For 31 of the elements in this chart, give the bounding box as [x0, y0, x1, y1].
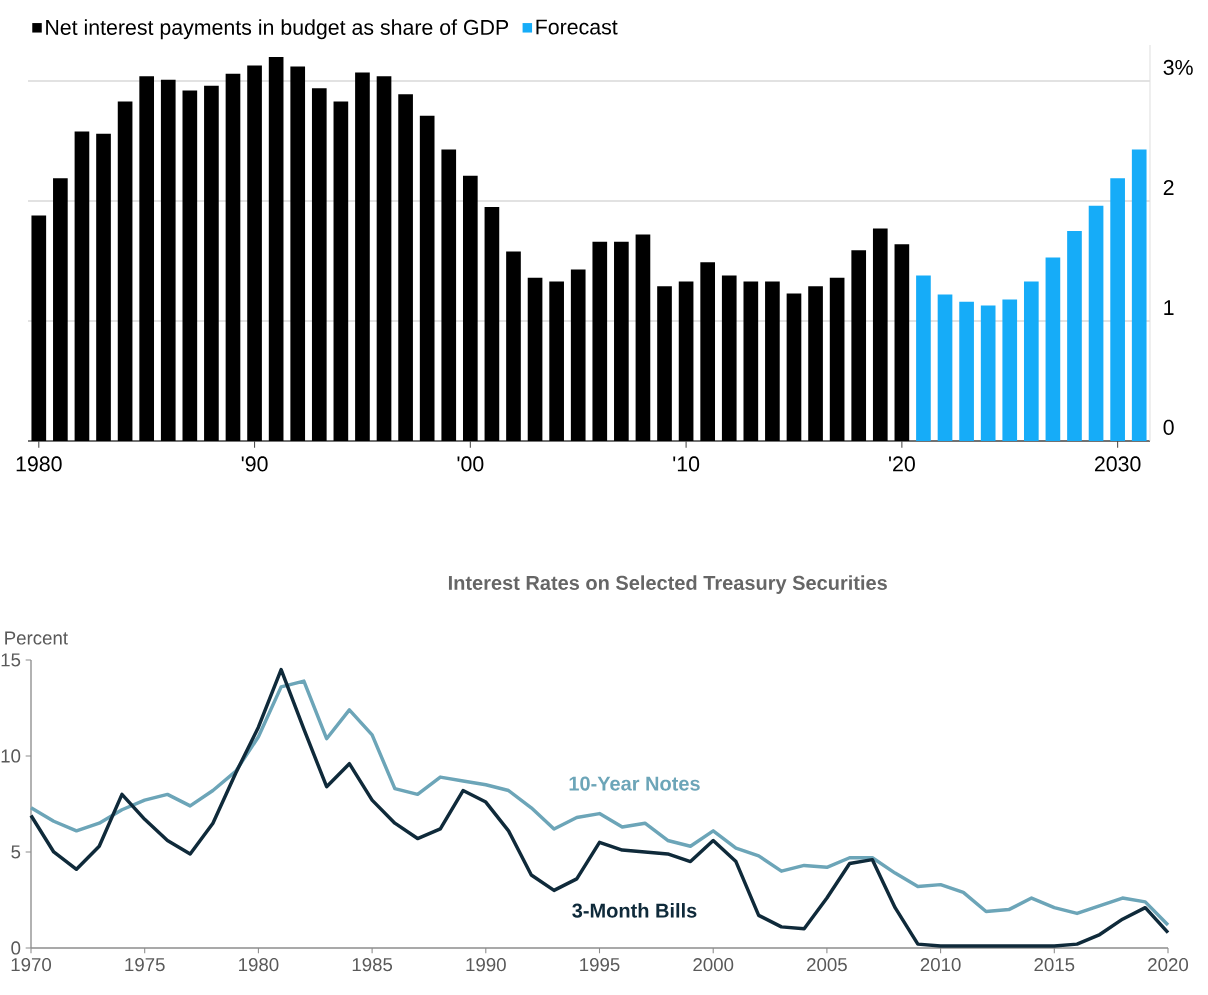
y-tick-label: 2 [1163, 180, 1174, 195]
y-axis-title: Percent [5, 631, 68, 645]
x-tick-label: 2015 [1034, 958, 1075, 972]
y-tick-label: 0 [11, 941, 21, 955]
x-tick-label: 2000 [693, 958, 734, 972]
x-tick-label: 1990 [466, 958, 506, 972]
y-tick-label: 0 [1163, 419, 1174, 435]
x-tick-label: '20 [889, 456, 915, 472]
x-tick-label: '10 [673, 456, 700, 472]
y-tick-label: 5 [11, 845, 21, 859]
x-tick-label: 1970 [11, 958, 52, 972]
x-tick-label: 2030 [1094, 456, 1141, 472]
series-label: 10-Year Notes [569, 776, 700, 791]
y-tick-label: 3% [1163, 59, 1193, 75]
x-tick-label: 2010 [920, 958, 961, 972]
x-tick-label: 1995 [580, 958, 620, 972]
y-tick-label: 15 [1, 653, 21, 667]
y-tick-label: 10 [1, 749, 21, 763]
x-tick-label: 2020 [1148, 958, 1189, 972]
x-tick-label: 1980 [239, 958, 279, 972]
x-tick-label: 2005 [807, 958, 847, 972]
y-tick-label: 1 [1164, 300, 1174, 315]
x-tick-label: '90 [241, 456, 268, 472]
x-tick-label: 1985 [352, 958, 393, 972]
x-tick-label: 1980 [16, 456, 62, 472]
series-label: 3-Month Bills [572, 903, 697, 918]
legend-label: Forecast [536, 19, 618, 35]
legend-label: Net interest payments in budget as share of GDP [46, 19, 509, 40]
chart-title: Interest Rates on Selected Treasury Securities [448, 575, 887, 594]
x-tick-label: 1975 [125, 958, 165, 972]
x-tick-label: '00 [457, 456, 484, 472]
